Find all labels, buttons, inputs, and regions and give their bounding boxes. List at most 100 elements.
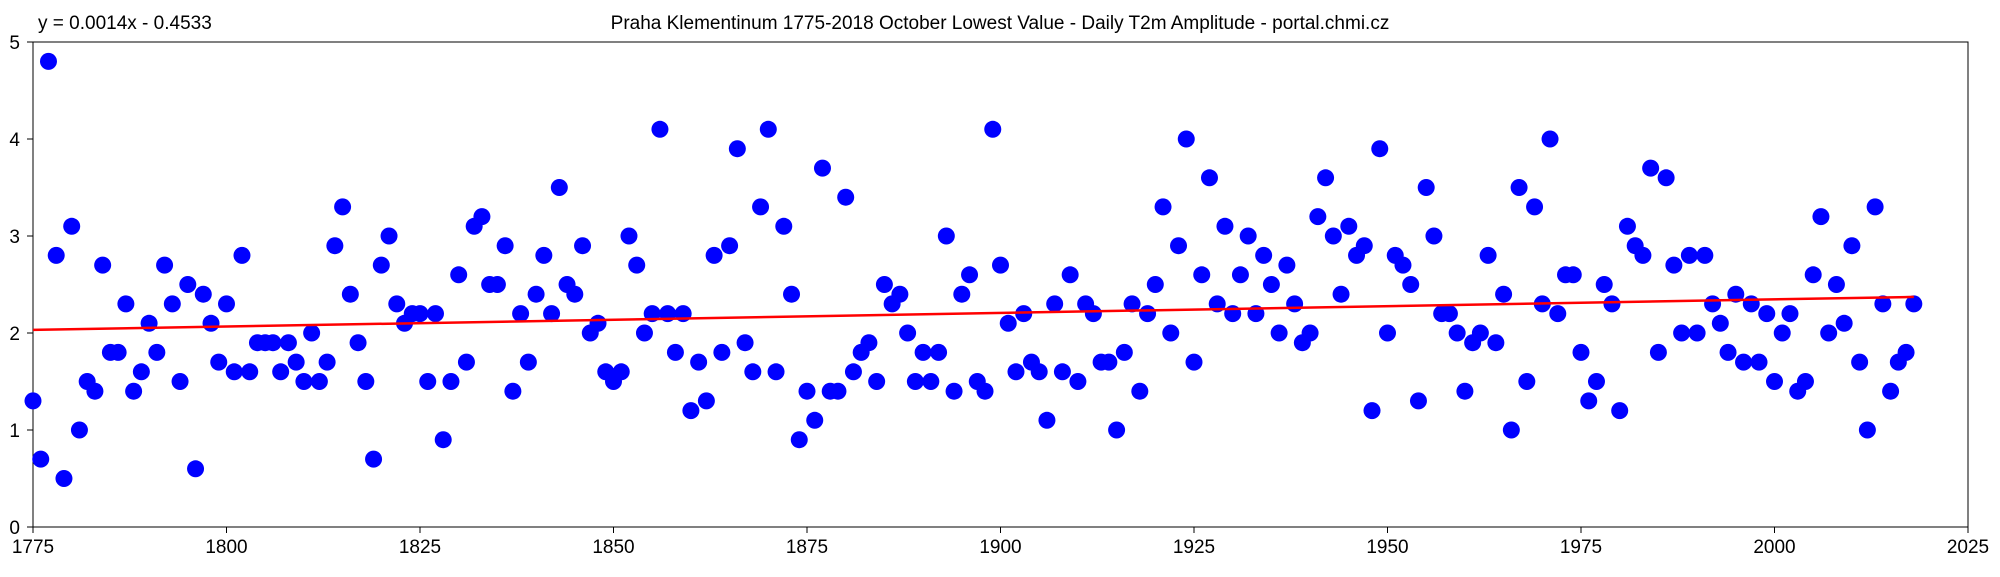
data-point (1905, 295, 1923, 313)
data-point (303, 324, 321, 342)
x-tick-label: 1900 (979, 537, 1021, 558)
data-point (1587, 373, 1605, 390)
data-point (1549, 305, 1567, 323)
data-point (341, 285, 359, 303)
data-point (512, 305, 530, 323)
data-point (434, 431, 452, 449)
x-tick-label: 1925 (1173, 537, 1215, 558)
data-point (1355, 237, 1373, 255)
data-point (759, 120, 777, 138)
data-point (752, 198, 770, 216)
y-tick-label: 4 (9, 130, 20, 151)
data-point (875, 276, 893, 293)
data-point (1711, 314, 1729, 332)
data-point (1456, 382, 1474, 400)
data-point (690, 353, 708, 371)
x-tick-label: 1825 (399, 537, 441, 558)
data-point (1162, 324, 1180, 342)
data-point (156, 256, 174, 274)
data-point (287, 353, 305, 371)
y-tick-label: 5 (9, 33, 20, 54)
data-point (1046, 295, 1064, 313)
data-point (922, 373, 940, 390)
data-point (1216, 217, 1234, 235)
data-point (1479, 246, 1497, 264)
x-tick-label: 1950 (1366, 537, 1408, 558)
data-point (1193, 266, 1211, 284)
trendline-layer (32, 295, 1914, 332)
data-point (953, 285, 971, 303)
data-point (47, 246, 65, 264)
data-point (310, 373, 328, 390)
data-point (1510, 179, 1528, 196)
data-point (1882, 382, 1900, 400)
data-point (736, 334, 754, 352)
data-point (829, 382, 847, 400)
data-point (1495, 285, 1513, 303)
data-point (628, 256, 646, 274)
data-point (1425, 227, 1443, 245)
x-tick-label: 2000 (1753, 537, 1795, 558)
data-point (117, 295, 135, 313)
data-point (1526, 198, 1544, 216)
data-point (1688, 324, 1706, 342)
data-point (1471, 324, 1489, 342)
data-point (457, 353, 475, 371)
y-tick-label: 1 (9, 421, 20, 442)
data-point (1541, 130, 1559, 148)
data-point (860, 334, 878, 352)
data-point (1448, 324, 1466, 342)
chart-title: Praha Klementinum 1775-2018 October Lowe… (611, 13, 1390, 34)
data-point (728, 140, 746, 158)
data-point (1781, 305, 1799, 323)
data-point (1680, 246, 1698, 264)
data-point (1069, 373, 1087, 390)
data-point (543, 305, 561, 323)
data-point (450, 266, 468, 284)
data-point (1324, 227, 1342, 245)
data-point (1100, 353, 1118, 371)
data-point (1657, 169, 1675, 187)
data-point (535, 246, 553, 264)
data-point (984, 120, 1002, 138)
data-point (279, 334, 297, 352)
x-tick-label: 1850 (592, 537, 634, 558)
data-point (1379, 324, 1396, 342)
data-point (132, 363, 150, 381)
data-point (976, 382, 994, 400)
y-tick-label: 2 (9, 324, 20, 345)
data-point (1170, 237, 1188, 255)
data-point (1146, 276, 1164, 293)
data-point (1286, 295, 1304, 313)
data-point (1804, 266, 1822, 284)
data-point (1820, 324, 1838, 342)
data-point (798, 382, 816, 400)
data-point (1278, 256, 1296, 274)
data-point (1084, 305, 1102, 323)
data-point (1061, 266, 1079, 284)
data-point (1402, 276, 1420, 293)
data-point (125, 382, 143, 400)
data-point (1487, 334, 1505, 352)
data-point (891, 285, 909, 303)
data-point (70, 421, 88, 439)
data-point (202, 314, 220, 332)
data-point (426, 305, 444, 323)
x-tick-label: 2025 (1947, 537, 1989, 558)
data-point (705, 246, 723, 264)
data-point (419, 373, 437, 390)
data-point (187, 460, 205, 478)
data-point (372, 256, 390, 274)
data-point (744, 363, 762, 381)
trendline (32, 295, 1914, 332)
data-point (411, 305, 429, 323)
y-tick-label: 3 (9, 227, 20, 248)
data-point (1618, 217, 1636, 235)
data-point (1038, 411, 1056, 429)
data-point (682, 402, 700, 420)
data-point (365, 450, 383, 468)
data-point (349, 334, 367, 352)
data-point (109, 343, 127, 361)
data-point (790, 431, 808, 449)
data-point (1231, 266, 1249, 284)
